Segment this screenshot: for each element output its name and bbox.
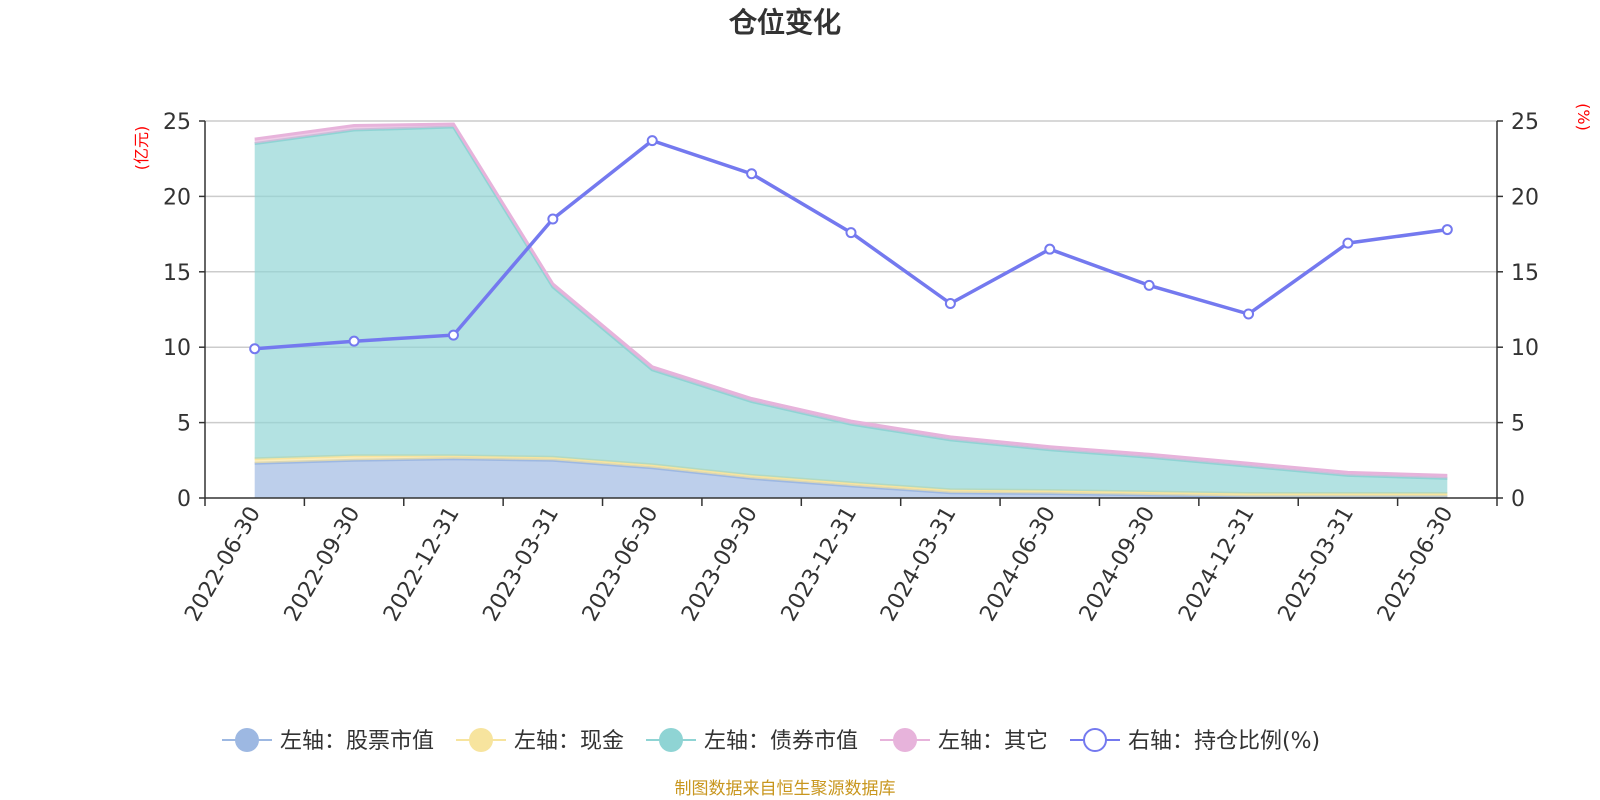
line-point: [547, 213, 559, 225]
legend-symbol-marker: [893, 728, 917, 752]
line-point: [249, 343, 261, 355]
right-tick-label: 20: [1511, 185, 1539, 210]
line-point: [746, 168, 758, 180]
stacked-areas: [254, 122, 1448, 498]
line-point: [944, 297, 956, 309]
x-tick-label: 2023-03-31: [478, 503, 564, 626]
left-tick-label: 5: [177, 412, 191, 437]
area-edge-series-3: [254, 122, 1448, 477]
legend-label: 左轴：债券市值: [704, 729, 858, 754]
chart-title: 仓位变化: [729, 6, 841, 39]
x-tick-label: 2025-03-31: [1274, 503, 1360, 626]
x-tick-label: 2024-03-31: [876, 503, 962, 626]
area-series-2: [254, 127, 1448, 494]
legend-label: 左轴：股票市值: [280, 729, 434, 754]
area-series-0: [254, 458, 1448, 498]
left-tick-label: 10: [163, 336, 191, 361]
legend-label: 左轴：现金: [514, 729, 624, 754]
x-tick-label: 2023-09-30: [677, 503, 763, 626]
right-tick-label: 25: [1511, 110, 1539, 135]
line-point: [646, 135, 658, 147]
line-point: [348, 335, 360, 347]
x-tick-label: 2024-12-31: [1174, 503, 1260, 626]
right-tick-label: 5: [1511, 412, 1525, 437]
right-tick-label: 0: [1511, 487, 1525, 512]
x-tick-label: 2023-12-31: [777, 503, 863, 626]
legend-symbol-marker: [235, 728, 259, 752]
legend-label: 右轴：持仓比例(%): [1128, 729, 1320, 754]
legend-symbol-marker: [469, 728, 493, 752]
x-tick-label: 2024-06-30: [975, 503, 1061, 626]
right-unit-label: (%): [1574, 103, 1593, 131]
x-tick-label: 2022-09-30: [280, 503, 366, 626]
ratio-line: [249, 135, 1453, 355]
line-point: [1342, 237, 1354, 249]
legend-label: 左轴：其它: [938, 729, 1048, 754]
right-tick-label: 10: [1511, 336, 1539, 361]
x-tick-label: 2025-06-30: [1373, 503, 1459, 626]
line-point: [1441, 224, 1453, 236]
left-tick-label: 15: [163, 261, 191, 286]
legend-symbol-marker: [1083, 728, 1107, 752]
legend-symbol-marker: [659, 728, 683, 752]
line-point: [1243, 308, 1255, 320]
left-tick-label: 0: [177, 487, 191, 512]
x-tick-label: 2022-06-30: [180, 503, 266, 626]
x-tick-label: 2024-09-30: [1075, 503, 1161, 626]
left-unit-label: (亿元): [132, 126, 151, 171]
legend: 左轴：股票市值 左轴：现金 左轴：债券市值 左轴：其它 右轴：持仓比例(%): [222, 728, 1320, 754]
line-point: [845, 227, 857, 239]
source-note: 制图数据来自恒生聚源数据库: [675, 779, 896, 799]
line-point: [1143, 279, 1155, 291]
x-tick-label: 2022-12-31: [379, 503, 465, 626]
x-tick-label: 2023-06-30: [578, 503, 664, 626]
line-point: [447, 329, 459, 341]
right-tick-label: 15: [1511, 261, 1539, 286]
line-point: [1044, 243, 1056, 255]
left-tick-label: 25: [163, 110, 191, 135]
area-series-1: [254, 455, 1448, 497]
left-tick-label: 20: [163, 185, 191, 210]
